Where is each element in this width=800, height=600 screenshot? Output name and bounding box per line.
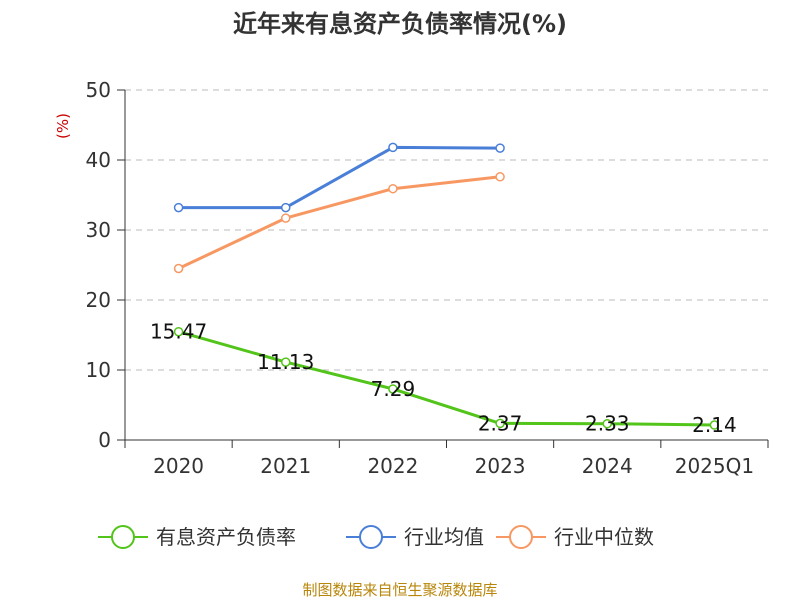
legend-swatch-marker — [509, 525, 533, 549]
source-note: 制图数据来自恒生聚源数据库 — [302, 581, 497, 599]
data-point — [388, 384, 398, 394]
y-tick-label: 10 — [86, 358, 111, 382]
data-point — [495, 143, 505, 153]
y-tick-label: 20 — [86, 288, 111, 312]
data-point — [495, 418, 505, 429]
data-label: 11.13 — [257, 350, 314, 374]
y-tick-label: 30 — [86, 218, 111, 242]
legend-label: 行业中位数 — [554, 525, 654, 549]
data-point — [602, 418, 612, 429]
gridlines — [125, 89, 768, 371]
series-line — [177, 175, 501, 270]
data-point — [173, 263, 184, 274]
y-tick-label: 50 — [86, 78, 111, 102]
x-tick-label: 2020 — [153, 454, 204, 478]
series-layer — [173, 142, 720, 430]
series-1 — [173, 142, 505, 213]
data-point — [173, 326, 184, 337]
series-line — [178, 145, 501, 210]
data-label: 2.37 — [478, 411, 523, 435]
data-label: 2.14 — [692, 413, 737, 437]
x-tick-label: 2021 — [260, 454, 311, 478]
data-point — [281, 357, 291, 367]
legend-item: 行业均值 — [346, 525, 484, 549]
data-point — [281, 202, 291, 213]
legend-swatch-marker — [111, 525, 135, 549]
chart-title: 近年来有息资产负债率情况(%) — [233, 10, 567, 38]
legend-item: 有息资产负债率 — [98, 525, 296, 549]
y-axis-unit: (%) — [54, 113, 72, 139]
x-tick-label: 2024 — [582, 454, 633, 478]
legend-swatch-marker — [359, 525, 383, 549]
legend-label: 有息资产负债率 — [156, 525, 296, 549]
data-point — [173, 202, 184, 213]
x-tick-labels: 2020 2021 2022 2023 2024 2025Q1 — [153, 454, 754, 478]
y-tick-labels: 0 10 20 30 40 50 — [86, 78, 111, 452]
series-line — [178, 330, 715, 427]
legend-label: 行业均值 — [404, 525, 484, 549]
series-0 — [173, 326, 720, 430]
axes — [117, 89, 769, 448]
x-tick-label: 2025Q1 — [675, 454, 754, 478]
data-label: 2.33 — [585, 412, 630, 436]
y-tick-label: 0 — [98, 428, 111, 452]
data-label: 15.47 — [150, 320, 207, 344]
data-label: 7.29 — [371, 377, 416, 401]
data-point — [281, 213, 291, 223]
x-tick-label: 2022 — [367, 454, 418, 478]
legend-item: 行业中位数 — [496, 525, 654, 549]
legend: 有息资产负债率 行业均值 行业中位数 — [98, 525, 654, 549]
data-point — [495, 172, 505, 182]
y-tick-label: 40 — [86, 148, 111, 172]
data-labels: 15.47 11.13 7.29 2.37 2.33 2.14 — [150, 320, 737, 437]
data-point — [388, 183, 398, 194]
data-point — [388, 142, 398, 153]
series-2 — [173, 172, 505, 274]
x-tick-label: 2023 — [475, 454, 526, 478]
data-point — [709, 420, 720, 430]
